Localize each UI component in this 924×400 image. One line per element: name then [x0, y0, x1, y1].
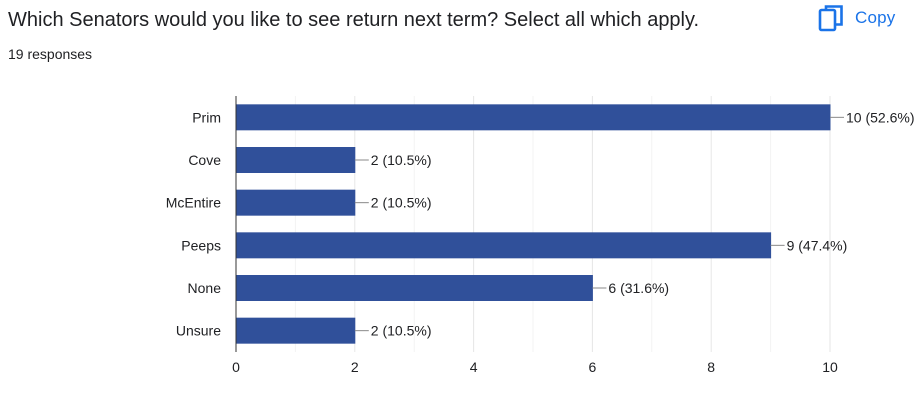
- data-label: 6 (31.6%): [608, 280, 669, 296]
- data-label: 10 (52.6%): [846, 109, 914, 125]
- category-label: Prim: [192, 109, 221, 125]
- data-label: 2 (10.5%): [371, 152, 432, 168]
- copy-icon: [818, 4, 844, 32]
- grid-lines: [235, 96, 831, 352]
- category-label: None: [188, 280, 222, 296]
- x-tick-label: 2: [351, 359, 359, 375]
- bar: [236, 189, 356, 216]
- copy-button[interactable]: Copy: [818, 2, 918, 34]
- x-tick-label: 8: [707, 359, 715, 375]
- x-tick-label: 4: [470, 359, 478, 375]
- response-count: 19 responses: [8, 46, 93, 62]
- category-label: Cove: [188, 152, 221, 168]
- labels: 0 2 4 6 8 10 Prim 10 (52.6%) Cove 2 (10.5%) McEnti…: [166, 109, 915, 375]
- data-label: 2 (10.5%): [371, 195, 432, 211]
- question-title: Which Senators would you like to see ret…: [8, 9, 700, 31]
- data-label: 9 (47.4%): [787, 237, 848, 253]
- category-label: Peeps: [181, 237, 221, 253]
- x-tick-label: 6: [589, 359, 597, 375]
- bar: [236, 317, 356, 344]
- x-tick-label: 10: [822, 359, 838, 375]
- bars: [236, 104, 831, 344]
- category-label: McEntire: [166, 195, 221, 211]
- data-label: 2 (10.5%): [371, 323, 432, 339]
- bar: [236, 275, 593, 301]
- bar: [236, 232, 772, 259]
- category-label: Unsure: [176, 323, 221, 339]
- x-tick-label: 0: [232, 359, 240, 375]
- bar: [236, 147, 356, 173]
- bar: [236, 104, 831, 131]
- copy-label: Copy: [855, 8, 896, 27]
